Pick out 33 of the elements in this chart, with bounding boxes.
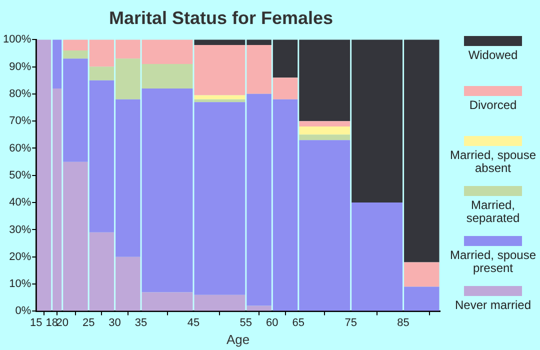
y-tick-label: 80% xyxy=(9,88,32,100)
bar xyxy=(194,95,246,100)
x-tick-label: 35 xyxy=(134,316,148,329)
x-tick-label: 15 xyxy=(30,316,42,329)
x-tick-label: 30 xyxy=(108,316,121,329)
x-tick-label: 75 xyxy=(344,316,357,329)
y-tick-label: 90% xyxy=(9,60,32,73)
legend-label: Divorced xyxy=(469,98,517,112)
x-tick-label: 20 xyxy=(56,316,68,329)
x-tick-label: 55 xyxy=(240,316,252,329)
legend-label: Widowed xyxy=(468,48,518,62)
legend-label: Never married xyxy=(454,298,532,312)
x-tick-label: 85 xyxy=(397,316,410,329)
y-tick-label: 60% xyxy=(9,142,32,154)
y-tick-label: 40% xyxy=(9,196,32,209)
x-tick-label: 18 xyxy=(46,316,58,329)
legend-label: Married, spouse present xyxy=(448,248,538,275)
y-tick-label: 20% xyxy=(9,250,32,263)
y-tick-label: 30% xyxy=(9,224,32,236)
x-tick-label: 45 xyxy=(187,316,200,329)
y-tick-label: 0% xyxy=(15,305,32,318)
y-tick-label: 50% xyxy=(9,169,32,182)
y-tick-label: 70% xyxy=(9,115,32,128)
x-tick-label: 60 xyxy=(266,316,278,329)
bar xyxy=(299,126,350,135)
x-tick-label: 25 xyxy=(82,316,95,329)
y-tick-label: 10% xyxy=(9,278,32,290)
legend-label: Married, spouse absent xyxy=(448,148,538,175)
x-tick-label: 65 xyxy=(292,316,305,329)
x-axis-title: Age xyxy=(226,332,250,347)
y-tick-label: 100% xyxy=(2,34,32,46)
chart-title: Marital Status for Females xyxy=(108,8,334,28)
legend-label: Married, separated xyxy=(465,198,521,225)
